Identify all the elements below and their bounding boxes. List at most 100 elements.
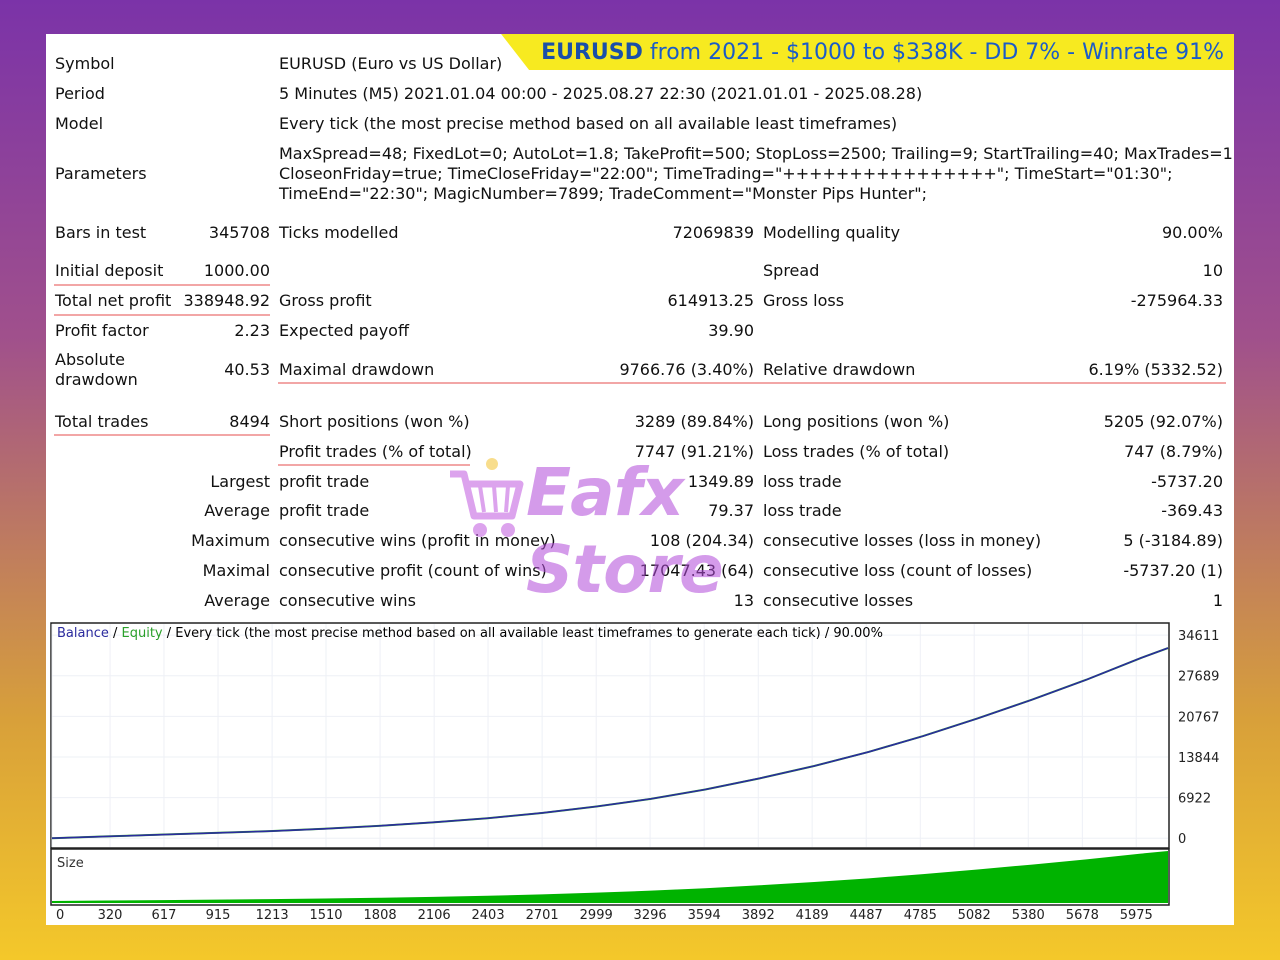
x-tick-label: 320	[98, 908, 123, 923]
balance-chart: 34611 27689 20767 13844 6922 0 0 320 617 915 1213…	[50, 622, 1219, 923]
banner-ticker: EURUSD	[541, 39, 643, 65]
maxdd-label: Maximal drawdown	[279, 360, 435, 379]
y-tick-label: 20767	[1178, 710, 1219, 725]
maxprofit-label: consecutive profit (count of wins)	[279, 561, 547, 580]
ticks-value: 72069839	[672, 223, 754, 242]
maxwins-label: consecutive wins (profit in money)	[279, 531, 556, 550]
absdd-value: 40.53	[224, 360, 270, 379]
pf-value: 2.23	[234, 321, 270, 340]
parameters-line3: TimeEnd="22:30"; MagicNumber=7899; Trade…	[279, 184, 928, 203]
average-label: Average	[204, 501, 270, 520]
x-tick-label: 5082	[958, 908, 991, 923]
maxprofit-value: 17047.43 (64)	[639, 561, 754, 580]
x-tick-label: 4785	[904, 908, 937, 923]
x-tick-label: 1808	[364, 908, 397, 923]
bars-value: 345708	[208, 223, 270, 242]
parameters-label: Parameters	[55, 164, 147, 183]
average-profit-value: 79.37	[708, 501, 754, 520]
payoff-label: Expected payoff	[279, 321, 409, 340]
avgwins-value: 13	[733, 591, 754, 610]
largest-profit-value: 1349.89	[687, 472, 754, 491]
x-tick-label: 2106	[418, 908, 451, 923]
ticks-label: Ticks modelled	[279, 223, 399, 242]
divider	[278, 464, 470, 466]
maxlosses-value: 5 (-3184.89)	[1123, 531, 1223, 550]
divider	[278, 382, 1226, 384]
watermark-text: Eafx Store	[526, 454, 724, 608]
parameters-line2: CloseonFriday=true; TimeCloseFriday="22:…	[279, 164, 1173, 183]
divider	[54, 314, 270, 316]
avglosses-value: 1	[1212, 591, 1223, 610]
size-label: Size	[57, 856, 84, 871]
grossloss-value: -275964.33	[1130, 291, 1223, 310]
long-label: Long positions (won %)	[763, 412, 950, 431]
maxlosses-label: consecutive losses (loss in money)	[763, 531, 1042, 550]
x-tick-label: 2403	[472, 908, 505, 923]
x-axis-ticks: 0 320 617 915 1213 1510 1808 2106 2403 2701 2999 32…	[56, 908, 1153, 923]
average-profit-label: profit trade	[279, 501, 370, 520]
y-tick-label: 34611	[1178, 629, 1219, 644]
average-loss-value: -369.43	[1161, 501, 1223, 520]
short-label: Short positions (won %)	[279, 412, 470, 431]
symbol-label: Symbol	[55, 54, 115, 73]
grossprofit-label: Gross profit	[279, 291, 372, 310]
losstrades-value: 747 (8.79%)	[1124, 442, 1223, 461]
x-tick-label: 4189	[796, 908, 829, 923]
x-tick-label: 0	[56, 908, 64, 923]
deposit-value: 1000.00	[203, 261, 270, 280]
trades-label: Total trades	[55, 412, 149, 431]
absdd-label-2: drawdown	[55, 370, 138, 389]
x-tick-label: 915	[206, 908, 231, 923]
model-label: Model	[55, 114, 104, 133]
payoff-value: 39.90	[708, 321, 754, 340]
profittrades-value: 7747 (91.21%)	[634, 442, 754, 461]
maxwins-value: 108 (204.34)	[649, 531, 754, 550]
pf-label: Profit factor	[55, 321, 149, 340]
largest-loss-value: -5737.20	[1151, 472, 1223, 491]
profittrades-label: Profit trades (% of total)	[279, 442, 472, 461]
quality-value: 90.00%	[1161, 223, 1223, 242]
largest-loss-label: loss trade	[763, 472, 842, 491]
symbol-value: EURUSD (Euro vs US Dollar)	[279, 54, 503, 73]
netprofit-value: 338948.92	[183, 291, 270, 310]
grossloss-label: Gross loss	[763, 291, 845, 310]
y-tick-label: 0	[1178, 832, 1186, 847]
short-value: 3289 (89.84%)	[634, 412, 754, 431]
balance-line	[51, 647, 1169, 839]
losstrades-label: Loss trades (% of total)	[763, 442, 950, 461]
maxdd-value: 9766.76 (3.40%)	[619, 360, 754, 379]
largest-profit-label: profit trade	[279, 472, 370, 491]
period-value: 5 Minutes (M5) 2021.01.04 00:00 - 2025.0…	[279, 84, 923, 103]
bars-label: Bars in test	[55, 223, 147, 242]
y-tick-label: 27689	[1178, 670, 1219, 685]
x-tick-label: 3296	[634, 908, 667, 923]
title-banner: EURUSD from 2021 - $1000 to $338K - DD 7…	[501, 34, 1234, 70]
long-value: 5205 (92.07%)	[1103, 412, 1223, 431]
legend-separator: /	[109, 626, 122, 641]
avgwins-label: consecutive wins	[279, 591, 416, 610]
x-tick-label: 2701	[526, 908, 559, 923]
x-tick-label: 5380	[1012, 908, 1045, 923]
chart-legend: Balance / Equity / Every tick (the most …	[57, 626, 883, 641]
deposit-label: Initial deposit	[55, 261, 164, 280]
x-tick-label: 5678	[1066, 908, 1099, 923]
grossprofit-value: 614913.25	[667, 291, 754, 310]
period-label: Period	[55, 84, 105, 103]
netprofit-label: Total net profit	[55, 291, 172, 310]
x-tick-label: 3892	[742, 908, 775, 923]
x-tick-label: 3594	[688, 908, 721, 923]
size-area	[52, 851, 1168, 903]
spread-label: Spread	[763, 261, 820, 280]
spread-value: 10	[1202, 261, 1223, 280]
maxloss-label: consecutive loss (count of losses)	[763, 561, 1033, 580]
backtest-report: EURUSD from 2021 - $1000 to $338K - DD 7…	[46, 34, 1234, 925]
x-tick-label: 4487	[850, 908, 883, 923]
average-loss-label: loss trade	[763, 501, 842, 520]
legend-balance: Balance	[57, 626, 109, 641]
legend-description: / Every tick (the most precise method ba…	[163, 626, 883, 641]
x-tick-label: 617	[152, 908, 177, 923]
reldd-value: 6.19% (5332.52)	[1088, 360, 1223, 379]
y-tick-label: 6922	[1178, 792, 1211, 807]
maximal-label: Maximal	[202, 561, 270, 580]
grid	[51, 624, 1168, 847]
